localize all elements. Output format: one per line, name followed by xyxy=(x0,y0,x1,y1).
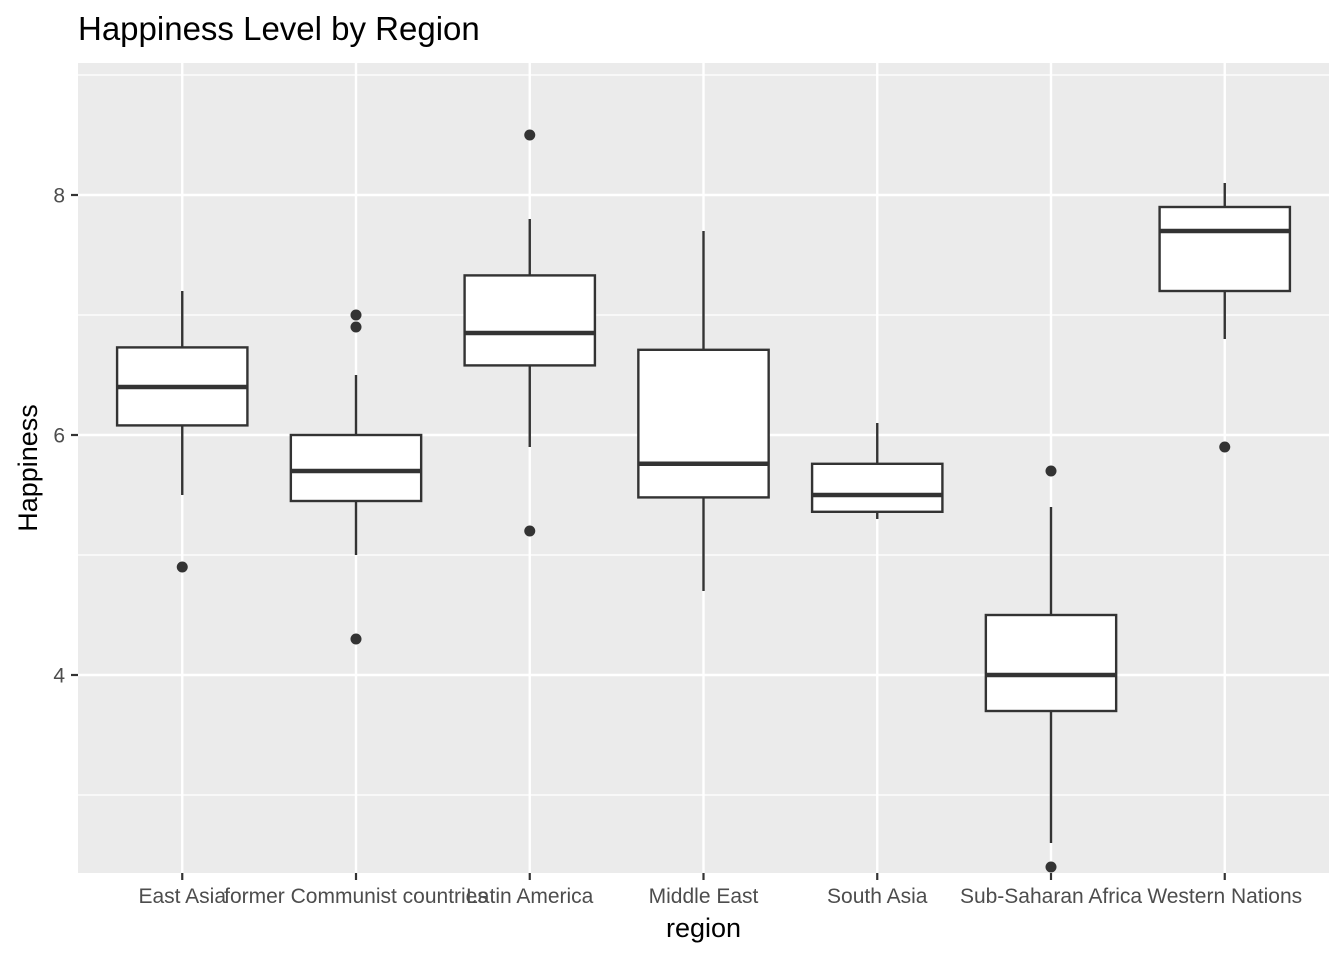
box-4 xyxy=(810,423,944,519)
outlier-point xyxy=(1045,861,1057,873)
iqr-box xyxy=(984,613,1118,713)
iqr-box xyxy=(289,433,423,503)
outlier-point xyxy=(1045,465,1057,477)
iqr-box xyxy=(637,348,770,499)
box-2 xyxy=(463,129,597,537)
iqr-box xyxy=(810,462,944,513)
y-tick-label: 4 xyxy=(53,665,65,688)
x-tick-label: Sub-Saharan Africa xyxy=(960,885,1142,908)
outlier-point xyxy=(350,309,362,321)
outlier-point xyxy=(524,129,536,141)
y-tick-label: 8 xyxy=(53,185,65,208)
x-tick-label: Middle East xyxy=(649,885,759,908)
y-axis: 4 6 8 xyxy=(53,185,78,688)
outlier-point xyxy=(176,561,188,573)
box-series xyxy=(115,129,1292,873)
box-3 xyxy=(637,231,770,591)
outlier-point xyxy=(350,321,362,333)
x-tick-label: Western Nations xyxy=(1147,885,1302,908)
box-0 xyxy=(115,291,249,573)
chart-title: Happiness Level by Region xyxy=(78,10,480,47)
y-axis-title: Happiness xyxy=(13,404,43,532)
box-5 xyxy=(984,465,1118,873)
x-tick-label: East Asia xyxy=(138,885,226,908)
x-tick-label: Latin America xyxy=(466,885,594,908)
outlier-point xyxy=(1219,441,1231,453)
outlier-point xyxy=(350,633,362,645)
x-axis-title: region xyxy=(666,913,741,943)
x-tick-label: South Asia xyxy=(827,885,928,908)
x-tick-label: former Communist countries xyxy=(224,885,488,908)
y-tick-label: 6 xyxy=(53,425,65,448)
iqr-box xyxy=(463,274,597,367)
iqr-box xyxy=(1158,205,1292,293)
box-1 xyxy=(289,309,423,645)
box-6 xyxy=(1158,183,1292,453)
outlier-point xyxy=(524,525,536,537)
